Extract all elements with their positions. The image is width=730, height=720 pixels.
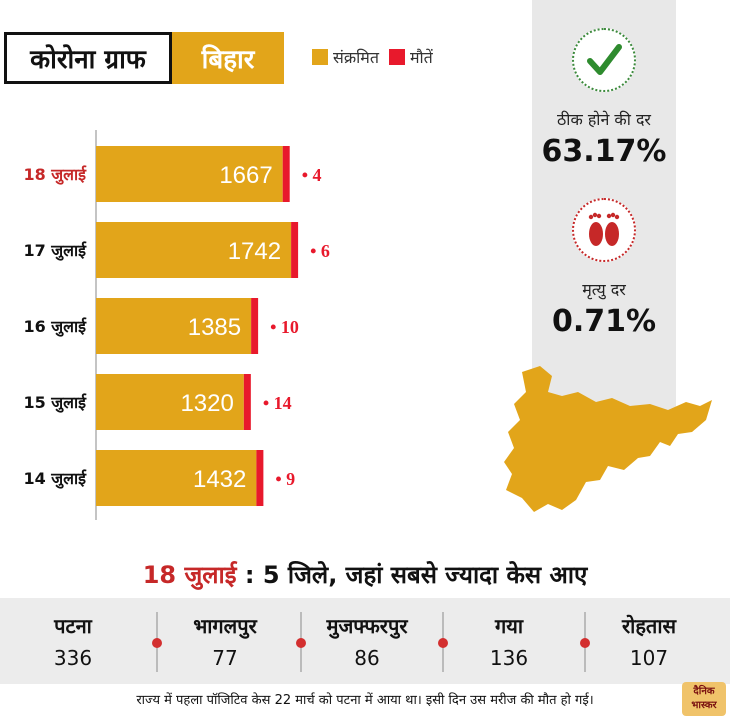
cases-bar-chart: 18 जुलाई 1667 • 4 17 जुलाई 1742 • 6 16 जुलाई 13… — [23, 130, 330, 520]
category-label: 18 जुलाई — [23, 165, 87, 185]
legend-swatch-deaths — [388, 49, 405, 65]
infected-bar — [96, 450, 257, 506]
infected-bar — [96, 374, 244, 430]
infected-bar — [96, 222, 292, 278]
district-divider — [438, 612, 448, 672]
recovery-rate-label: ठीक होने की दर — [557, 110, 651, 129]
death-bar — [291, 222, 299, 278]
district-name: पटना — [54, 614, 92, 638]
death-bar — [251, 298, 259, 354]
district-item: मुजफ्फरपुर 86 — [294, 598, 440, 684]
graph-title: कोरोना ग्राफ — [4, 32, 172, 84]
logo-line1: दैनिक — [693, 686, 715, 697]
legend-item-deaths: मौतें — [388, 46, 433, 68]
district-value: 77 — [212, 646, 238, 670]
chart-legend: संक्रमित मौतें — [312, 46, 433, 68]
district-item: रोहतास 107 — [576, 598, 722, 684]
district-value: 136 — [489, 646, 529, 670]
infected-value-label: 1667 — [219, 162, 272, 189]
death-value-label: • 10 — [270, 317, 299, 337]
legend-label-infected: संक्रमित — [333, 48, 379, 67]
legend-swatch-infected — [312, 49, 328, 65]
infected-value-label: 1742 — [228, 238, 281, 265]
death-value-label: • 6 — [310, 241, 330, 261]
legend-label-deaths: मौतें — [409, 48, 433, 67]
infected-value-label: 1432 — [193, 466, 246, 493]
death-rate-value: 0.71% — [551, 304, 657, 339]
districts-title-text: : 5 जिले, जहां सबसे ज्यादा केस आए — [244, 561, 588, 589]
district-name: भागलपुर — [193, 614, 257, 638]
death-bar — [256, 450, 264, 506]
recovery-rate-value: 63.17% — [541, 134, 667, 169]
category-label: 17 जुलाई — [23, 241, 87, 261]
districts-date: 18 जुलाई — [142, 561, 237, 589]
category-label: 15 जुलाई — [23, 393, 87, 413]
check-icon — [572, 28, 636, 92]
logo-line2: भास्कर — [691, 700, 717, 711]
district-item: पटना 336 — [0, 598, 146, 684]
district-divider — [296, 612, 306, 672]
footnote: राज्य में पहला पॉजिटिव केस 22 मार्च को प… — [136, 693, 594, 708]
district-name: रोहतास — [621, 614, 677, 638]
districts-title: 18 जुलाई : 5 जिले, जहां सबसे ज्यादा केस … — [0, 558, 730, 591]
district-divider — [580, 612, 590, 672]
legend-item-infected: संक्रमित — [312, 46, 379, 68]
district-name: गया — [494, 614, 524, 638]
infected-bar — [96, 146, 283, 202]
death-value-label: • 14 — [263, 393, 292, 413]
death-value-label: • 4 — [302, 165, 322, 185]
state-label: बिहार — [172, 32, 284, 84]
district-name: मुजफ्फरपुर — [326, 614, 408, 638]
district-value: 86 — [354, 646, 380, 670]
footprints-icon — [572, 198, 636, 262]
district-value: 107 — [629, 646, 669, 670]
death-bar — [282, 146, 290, 202]
infected-value-label: 1320 — [180, 390, 233, 417]
district-item: भागलपुर 77 — [152, 598, 298, 684]
district-divider — [152, 612, 162, 672]
infected-bar — [96, 298, 252, 354]
districts-band: पटना 336 भागलपुर 77 मुजफ्फरपुर 86 गया 13… — [0, 598, 730, 684]
infected-value-label: 1385 — [188, 314, 241, 341]
death-rate-label: मृत्यु दर — [582, 280, 626, 299]
category-label: 14 जुलाई — [23, 469, 87, 489]
bihar-map — [504, 366, 712, 512]
death-bar — [243, 374, 251, 430]
dainik-bhaskar-logo: दैनिक भास्कर — [682, 682, 726, 716]
death-value-label: • 9 — [275, 469, 295, 489]
category-label: 16 जुलाई — [23, 317, 87, 337]
district-item: गया 136 — [436, 598, 582, 684]
district-value: 336 — [53, 646, 93, 670]
